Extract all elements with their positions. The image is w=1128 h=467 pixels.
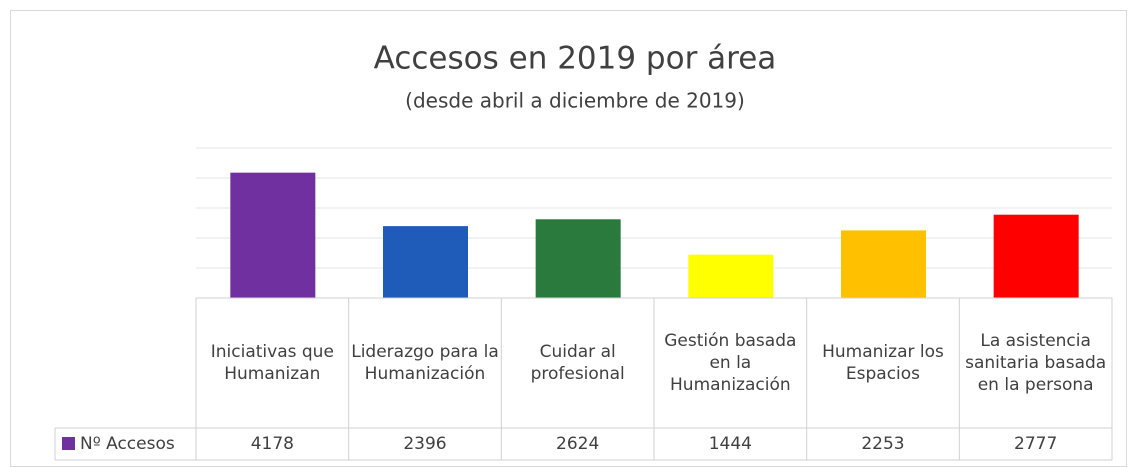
data-table-value-box: 2624 <box>556 433 600 454</box>
data-table-value: 1444 <box>708 433 752 454</box>
data-table-value-box: 4178 <box>250 433 294 454</box>
legend-swatch <box>62 437 75 450</box>
bar <box>841 230 926 298</box>
data-table-value: 2396 <box>403 433 447 454</box>
category-label-box: Cuidar al profesional <box>530 341 625 384</box>
category-label-box: Liderazgo para la Humanización <box>351 341 499 384</box>
chart-title: Accesos en 2019 por área <box>374 41 777 77</box>
bar <box>535 219 621 298</box>
category-label-box: La asistencia sanitaria basada en la per… <box>965 330 1107 396</box>
data-table-value-box: 2777 <box>1014 433 1058 454</box>
category-label: Cuidar al profesional <box>530 341 625 384</box>
category-label: Iniciativas que Humanizan <box>210 341 334 384</box>
bar <box>383 226 468 298</box>
legend-label: Nº Accesos <box>80 434 175 454</box>
bar <box>993 214 1079 298</box>
data-table-value: 2253 <box>861 433 905 454</box>
category-label: Humanizar los Espacios <box>822 341 944 384</box>
bar <box>688 254 774 298</box>
data-table-value-box: 1444 <box>708 433 752 454</box>
bar <box>230 172 316 298</box>
category-label: Liderazgo para la Humanización <box>351 341 499 384</box>
data-table-value: 2777 <box>1014 433 1058 454</box>
category-label: La asistencia sanitaria basada en la per… <box>965 330 1107 396</box>
data-table-value: 4178 <box>250 433 294 454</box>
category-label-box: Humanizar los Espacios <box>822 341 944 384</box>
chart-subtitle: (desde abril a diciembre de 2019) <box>405 89 745 113</box>
category-label-box: Gestión basada en la Humanización <box>664 330 797 396</box>
data-table-value-box: 2396 <box>403 433 447 454</box>
data-table-value-box: 2253 <box>861 433 905 454</box>
category-label-box: Iniciativas que Humanizan <box>210 341 334 384</box>
data-table-value: 2624 <box>556 433 600 454</box>
category-label: Gestión basada en la Humanización <box>664 330 797 396</box>
